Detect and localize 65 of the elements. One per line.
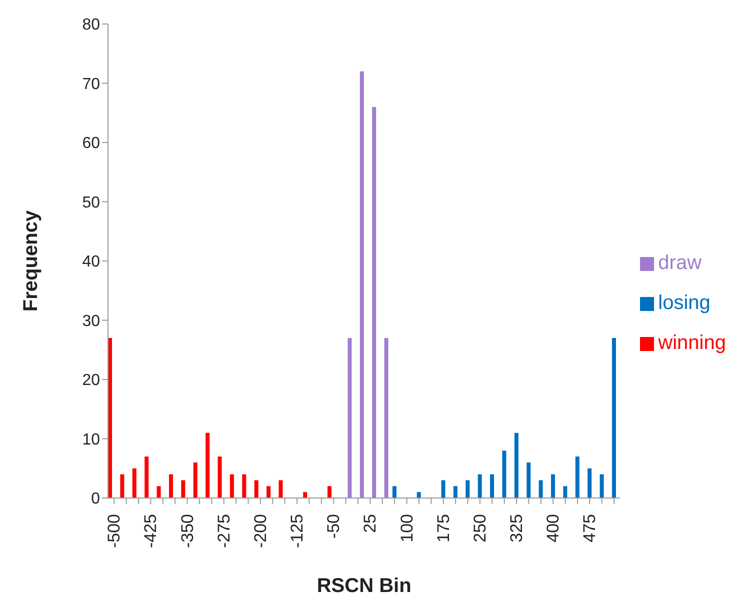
bar — [218, 456, 222, 498]
x-tick-label: -500 — [104, 514, 124, 548]
bar — [514, 432, 518, 498]
y-tick-label: 10 — [82, 431, 100, 448]
bar — [384, 338, 388, 498]
y-tick-label: 70 — [82, 76, 100, 93]
bar — [230, 474, 234, 498]
bar — [242, 474, 246, 498]
bar — [466, 480, 470, 498]
x-tick-label: -275 — [214, 514, 234, 548]
bar — [278, 480, 283, 498]
bar — [575, 456, 580, 498]
bar — [526, 462, 531, 498]
x-tick-label: 100 — [397, 514, 416, 542]
bar — [120, 474, 124, 498]
bar — [168, 474, 173, 498]
bar — [502, 450, 506, 498]
y-tick-label: 20 — [82, 372, 100, 390]
bar — [266, 486, 271, 498]
x-tick-label: -350 — [178, 514, 197, 548]
bar — [551, 474, 556, 498]
x-axis-title: RSCN Bin — [316, 575, 412, 597]
y-axis-title: Frequency — [20, 210, 42, 312]
x-tick-label: -425 — [141, 514, 160, 548]
legend-label: winning — [658, 332, 726, 354]
x-tick-label: 325 — [507, 514, 526, 542]
x-tick-label: 250 — [470, 514, 490, 542]
y-tick-label: 60 — [82, 135, 100, 152]
bar — [303, 492, 308, 498]
bar — [563, 486, 568, 498]
bar — [600, 474, 604, 498]
bar — [144, 456, 149, 498]
bar — [392, 486, 396, 498]
x-tick-label: -50 — [324, 514, 344, 539]
x-tick-label: -200 — [250, 514, 270, 548]
bar — [453, 486, 458, 498]
y-tick-label: 80 — [82, 16, 100, 34]
bar — [478, 474, 482, 498]
x-tick-label: 400 — [544, 514, 563, 542]
y-tick-label: 30 — [82, 312, 100, 330]
bar — [612, 338, 616, 498]
x-tick-label: 25 — [360, 514, 380, 533]
bar — [372, 106, 376, 498]
bar — [538, 480, 543, 498]
legend-label: losing — [658, 292, 710, 314]
bar — [348, 338, 352, 498]
bar — [328, 486, 332, 498]
bar — [490, 474, 494, 498]
bar — [441, 480, 446, 498]
x-tick-label: 475 — [580, 514, 600, 542]
bar — [132, 468, 136, 498]
bar — [588, 468, 592, 498]
bar — [416, 492, 421, 498]
bar — [156, 486, 161, 498]
bar — [181, 480, 186, 498]
y-tick-label: 0 — [91, 490, 100, 508]
y-tick-label: 40 — [82, 254, 100, 271]
x-tick-label: -125 — [288, 514, 307, 548]
bar — [254, 480, 258, 498]
legend-label: draw — [658, 252, 702, 274]
x-tick-label: 175 — [434, 514, 453, 542]
bar — [360, 71, 364, 498]
bar — [206, 432, 210, 498]
bar — [193, 462, 198, 498]
y-tick-label: 50 — [82, 194, 100, 212]
